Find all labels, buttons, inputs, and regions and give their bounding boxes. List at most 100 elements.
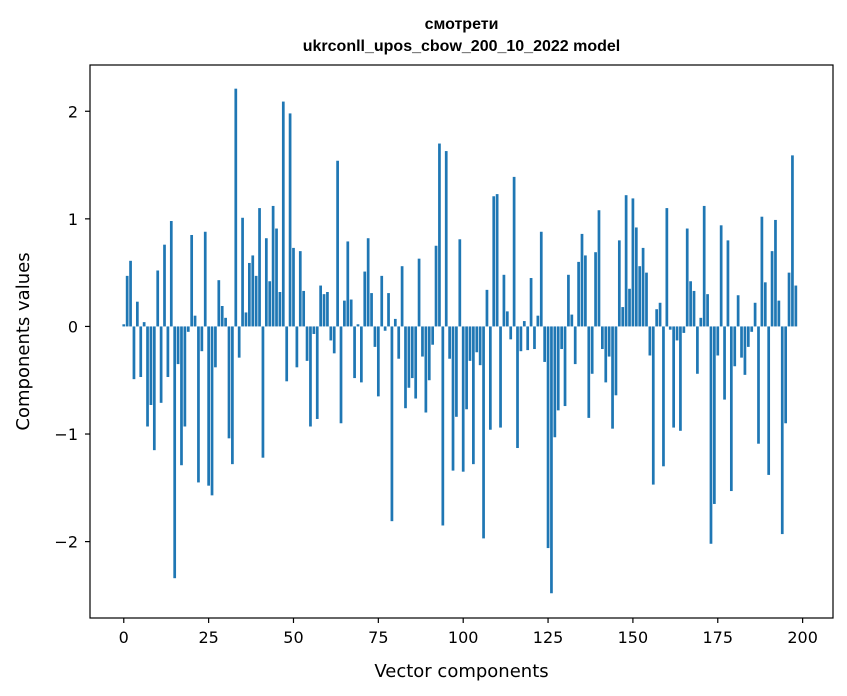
bar	[692, 290, 696, 327]
x-tick-label: 25	[198, 628, 218, 647]
bar	[410, 326, 414, 379]
bar	[522, 321, 526, 327]
bar	[248, 262, 251, 327]
bar	[156, 270, 160, 327]
bar	[743, 326, 747, 375]
bar	[383, 326, 387, 331]
bar	[390, 326, 394, 522]
bar	[186, 326, 190, 332]
bar	[533, 326, 536, 350]
y-tick-label: 2	[68, 102, 78, 121]
bar	[465, 326, 468, 410]
bar	[655, 309, 659, 327]
bar	[699, 317, 703, 327]
bar	[713, 326, 716, 504]
x-tick-label: 175	[702, 628, 733, 647]
bar	[380, 275, 384, 327]
bar	[278, 292, 282, 327]
bar	[393, 318, 397, 327]
bar	[516, 326, 519, 449]
bar	[651, 326, 655, 485]
bar	[353, 326, 356, 379]
plot-frame	[89, 64, 834, 619]
bar	[740, 326, 743, 358]
bar	[553, 326, 557, 438]
bar	[329, 326, 333, 341]
bar	[729, 326, 733, 492]
bar	[292, 247, 295, 327]
bar	[319, 285, 322, 327]
bar	[702, 205, 706, 327]
bar	[767, 326, 771, 475]
bar	[149, 326, 153, 405]
bar	[638, 266, 642, 327]
bar	[370, 293, 373, 327]
bar	[777, 300, 781, 327]
bar	[180, 326, 183, 466]
bar	[220, 306, 224, 327]
bar	[685, 228, 689, 327]
bar	[753, 302, 757, 327]
bar	[682, 326, 686, 333]
bar	[152, 326, 156, 451]
bar	[634, 227, 638, 327]
bar	[780, 326, 784, 535]
x-tick-label: 75	[368, 628, 388, 647]
bar	[244, 312, 248, 327]
x-axis-label: Vector components	[374, 661, 548, 682]
bar	[326, 292, 329, 327]
bar	[135, 301, 139, 327]
bar	[356, 324, 360, 327]
bar	[258, 208, 261, 327]
bar	[587, 326, 591, 418]
bar	[183, 326, 187, 427]
bar	[509, 326, 513, 340]
bar	[166, 326, 170, 378]
bar	[499, 326, 502, 428]
bar	[573, 326, 577, 365]
bar	[434, 245, 438, 327]
bar	[275, 228, 278, 327]
bar	[197, 326, 200, 483]
bar	[163, 244, 166, 327]
bar	[760, 216, 764, 327]
bar	[716, 326, 720, 356]
bar	[441, 326, 445, 526]
bar	[614, 326, 618, 396]
bar	[665, 208, 669, 327]
bar	[746, 326, 750, 347]
bar	[539, 231, 543, 327]
bar	[322, 294, 326, 327]
bar	[214, 326, 217, 368]
x-tick-label: 50	[283, 628, 303, 647]
bar	[611, 326, 614, 429]
bar	[200, 326, 204, 352]
bar	[281, 101, 285, 327]
bar	[404, 326, 407, 409]
bar	[492, 196, 496, 327]
bar	[421, 326, 424, 357]
bar	[794, 285, 798, 327]
bar	[336, 160, 339, 327]
bar	[570, 314, 574, 327]
y-axis: −2 −1 0 1 2	[54, 102, 90, 552]
y-tick-label: 1	[68, 210, 78, 229]
bar	[254, 275, 258, 327]
bar	[295, 326, 299, 368]
bar	[624, 195, 628, 327]
bar	[696, 326, 699, 374]
bar	[159, 326, 163, 403]
bar	[726, 240, 730, 327]
bar	[668, 326, 672, 330]
bar	[129, 260, 132, 327]
bar	[376, 326, 380, 397]
bar	[231, 326, 234, 465]
bar	[770, 251, 774, 327]
bar	[444, 151, 448, 327]
bar	[757, 326, 760, 444]
bar	[455, 326, 458, 417]
bar	[176, 326, 180, 365]
bar	[648, 326, 652, 356]
bar	[234, 88, 238, 327]
bar	[139, 326, 143, 378]
